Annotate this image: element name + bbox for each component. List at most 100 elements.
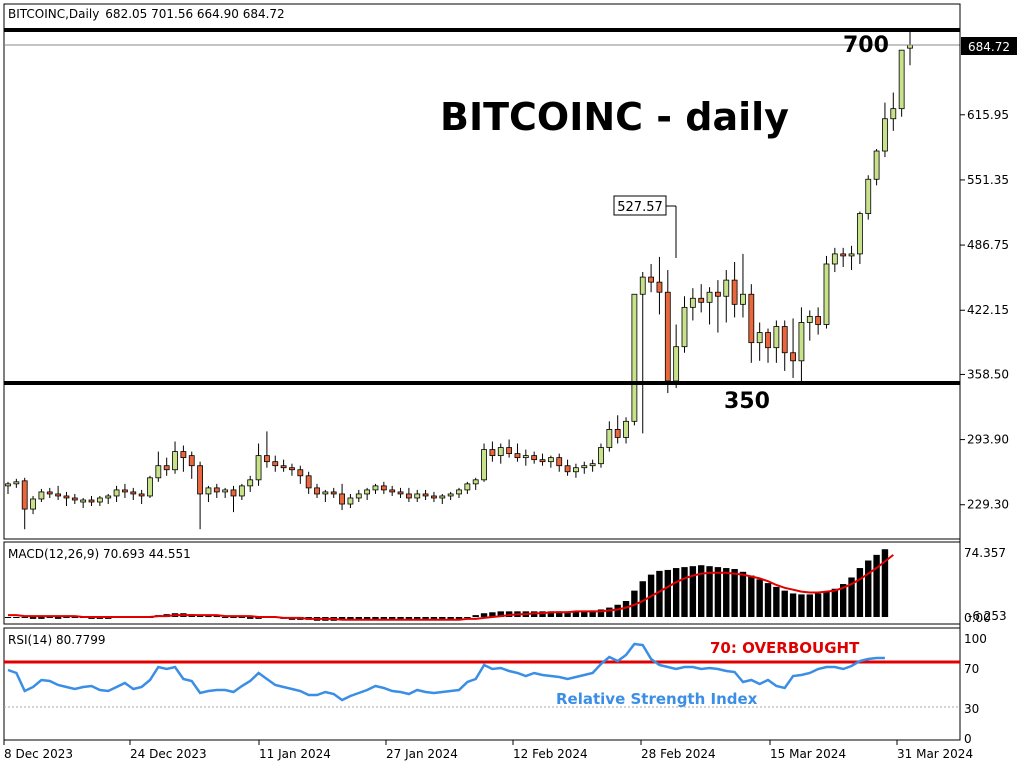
candle-body [46, 491, 53, 495]
candle-body [706, 291, 713, 303]
macd-bar [355, 617, 362, 620]
candle-body [698, 297, 705, 303]
candle-body [364, 489, 371, 495]
candle-body [255, 455, 262, 481]
macd-bar [714, 567, 722, 617]
candle-body [481, 449, 487, 481]
macd-bar [839, 584, 847, 617]
candle-body [890, 108, 897, 120]
macd-bar [480, 613, 488, 617]
price-tick-label: 486.75 [967, 238, 1009, 252]
price-tick-label: 358.50 [967, 367, 1009, 381]
macd-bar [238, 617, 246, 618]
macd-bar [347, 617, 354, 620]
macd-bar [338, 617, 346, 620]
current-price-tag [961, 37, 1017, 55]
candle-body [63, 495, 70, 499]
candle-body [573, 467, 579, 473]
candle-body [531, 455, 538, 461]
candle-body [748, 293, 755, 344]
macd-panel[interactable]: MACD(12,26,9) 70.693 44.551 74.357 0.00 … [3, 541, 1007, 625]
candle-body [907, 44, 913, 49]
candle-body [405, 493, 412, 499]
time-tick-label: 8 Dec 2023 [4, 747, 73, 761]
candle-body [723, 279, 730, 297]
macd-bar [556, 611, 563, 617]
candle-body [623, 420, 629, 438]
candle-body [422, 493, 429, 497]
macd-bar [865, 560, 872, 617]
price-tick-label: 615.95 [967, 108, 1009, 122]
candle-body [497, 447, 504, 457]
macd-bar [363, 617, 371, 620]
candle-body [848, 253, 855, 257]
candle-body [230, 489, 237, 497]
macd-bar [814, 593, 822, 617]
candle-body [130, 491, 137, 495]
macd-bar [881, 549, 889, 617]
macd-bar [739, 571, 747, 617]
macd-bar [723, 568, 730, 617]
candle-body [431, 495, 437, 499]
candle-body [831, 253, 838, 265]
candle-body [773, 326, 780, 349]
peak-label-box [613, 195, 667, 216]
candle-body [806, 316, 813, 323]
rsi-panel-frame [3, 627, 961, 741]
candle-body [339, 493, 345, 505]
candle-body [564, 465, 571, 473]
candle-body [105, 495, 112, 499]
candle-body [756, 332, 763, 344]
candle-body [305, 475, 312, 489]
macd-bar [731, 568, 738, 617]
candle-body [55, 493, 62, 497]
candle-body [138, 493, 145, 497]
candle-body [740, 293, 746, 305]
macd-bar [230, 617, 237, 618]
candle-body [389, 489, 396, 493]
candle-body [113, 489, 120, 497]
candle-body [155, 465, 162, 479]
time-axis[interactable]: 8 Dec 2023 24 Dec 2023 11 Jan 2024 27 Jan 2… [3, 739, 973, 761]
candle-body [581, 465, 588, 469]
macd-bar [439, 617, 446, 619]
macd-bar [597, 609, 605, 617]
macd-bar [13, 617, 20, 618]
candle-body [80, 499, 87, 503]
price-tick-label: 422.15 [967, 303, 1009, 317]
candle-body [681, 306, 688, 348]
candle-body [472, 479, 479, 485]
macd-bar [414, 617, 421, 619]
price-tick-label: 229.30 [967, 498, 1009, 512]
main-price-panel[interactable]: BITCOINC,Daily 682.05 701.56 664.90 684.7… [3, 3, 961, 540]
rsi-panel[interactable]: RSI(14) 80.7799 70: OVERBOUGHT Relative … [3, 627, 987, 746]
candle-body [372, 485, 379, 491]
candle-body [380, 485, 387, 491]
price-tick-label: 551.35 [967, 173, 1009, 187]
rsi-tick-label: 30 [964, 702, 979, 716]
macd-bar [489, 612, 496, 617]
candle-body [172, 451, 178, 471]
macd-bar [856, 568, 864, 617]
macd-bar [789, 593, 797, 617]
candle-body [355, 493, 362, 499]
macd-bar [606, 607, 613, 617]
candle-body [414, 493, 421, 499]
peak-label: 527.57 [617, 200, 663, 215]
candle-body [823, 263, 830, 325]
candle-body [898, 49, 905, 110]
candle-body [314, 487, 320, 495]
macd-bar [4, 617, 12, 618]
macd-bar [622, 600, 630, 617]
macd-bar [572, 611, 580, 617]
macd-bar [397, 617, 404, 619]
macd-bar [639, 581, 646, 617]
macd-tick-zero: 0.00 [964, 611, 991, 625]
candle-body [88, 499, 95, 503]
candle-body [289, 467, 295, 471]
candle-body [147, 477, 153, 497]
candle-body [30, 498, 36, 510]
macd-bar [29, 617, 37, 619]
candle-body [38, 491, 45, 500]
